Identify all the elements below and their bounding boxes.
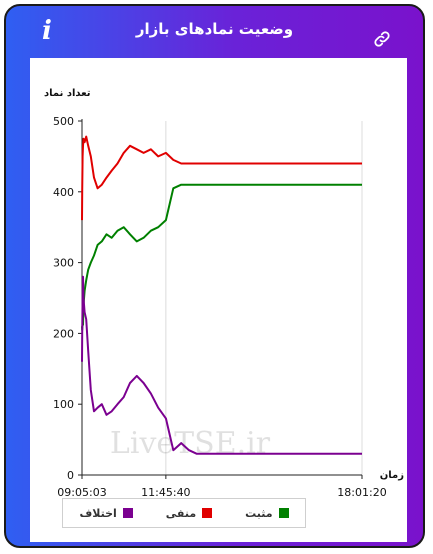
y-tick-label: 500 <box>53 115 74 128</box>
y-tick-label: 100 <box>53 398 74 411</box>
legend-swatch-positive <box>278 508 289 518</box>
series-line-0 <box>81 183 362 331</box>
y-axis-label: تعداد نماد <box>44 88 91 99</box>
widget-frame: i وضعیت نمادهای بازار LiveTSE.ir 0 100 200… <box>4 4 425 548</box>
x-tick-label: 09:05:03 <box>57 486 106 498</box>
line-chart: LiveTSE.ir 0 100 200 300 400 500 09:05:03 11:45… <box>44 88 404 498</box>
legend-item-positive[interactable]: مثبت <box>245 506 289 520</box>
legend-label-negative: منفی <box>165 506 197 520</box>
series-line-1 <box>81 135 362 221</box>
legend-item-difference[interactable]: اختلاف <box>80 507 133 520</box>
legend-label-difference: اختلاف <box>79 506 117 520</box>
y-tick-label: 300 <box>53 257 74 270</box>
series-line-2 <box>81 275 362 455</box>
watermark: LiveTSE.ir <box>110 426 271 461</box>
link-icon[interactable] <box>373 30 391 48</box>
x-axis-label: زمان <box>380 470 404 481</box>
y-tick-label: 400 <box>53 186 74 199</box>
info-icon[interactable]: i <box>42 16 52 46</box>
y-tick-label: 200 <box>53 327 74 340</box>
chart-panel: LiveTSE.ir 0 100 200 300 400 500 09:05:03 11:45… <box>30 58 407 542</box>
legend-swatch-negative <box>202 508 213 518</box>
x-tick-label: 11:45:40 <box>141 486 190 498</box>
legend-label-positive: مثبت <box>245 506 273 520</box>
chart-legend: مثبت منفی اختلاف <box>62 498 306 528</box>
legend-swatch-difference <box>122 508 133 518</box>
legend-item-negative[interactable]: منفی <box>165 506 213 520</box>
x-tick-label: 18:01:20 <box>337 486 386 498</box>
widget-title: وضعیت نمادهای بازار <box>135 20 294 38</box>
y-tick-label: 0 <box>67 469 74 482</box>
header: i وضعیت نمادهای بازار <box>6 6 423 58</box>
